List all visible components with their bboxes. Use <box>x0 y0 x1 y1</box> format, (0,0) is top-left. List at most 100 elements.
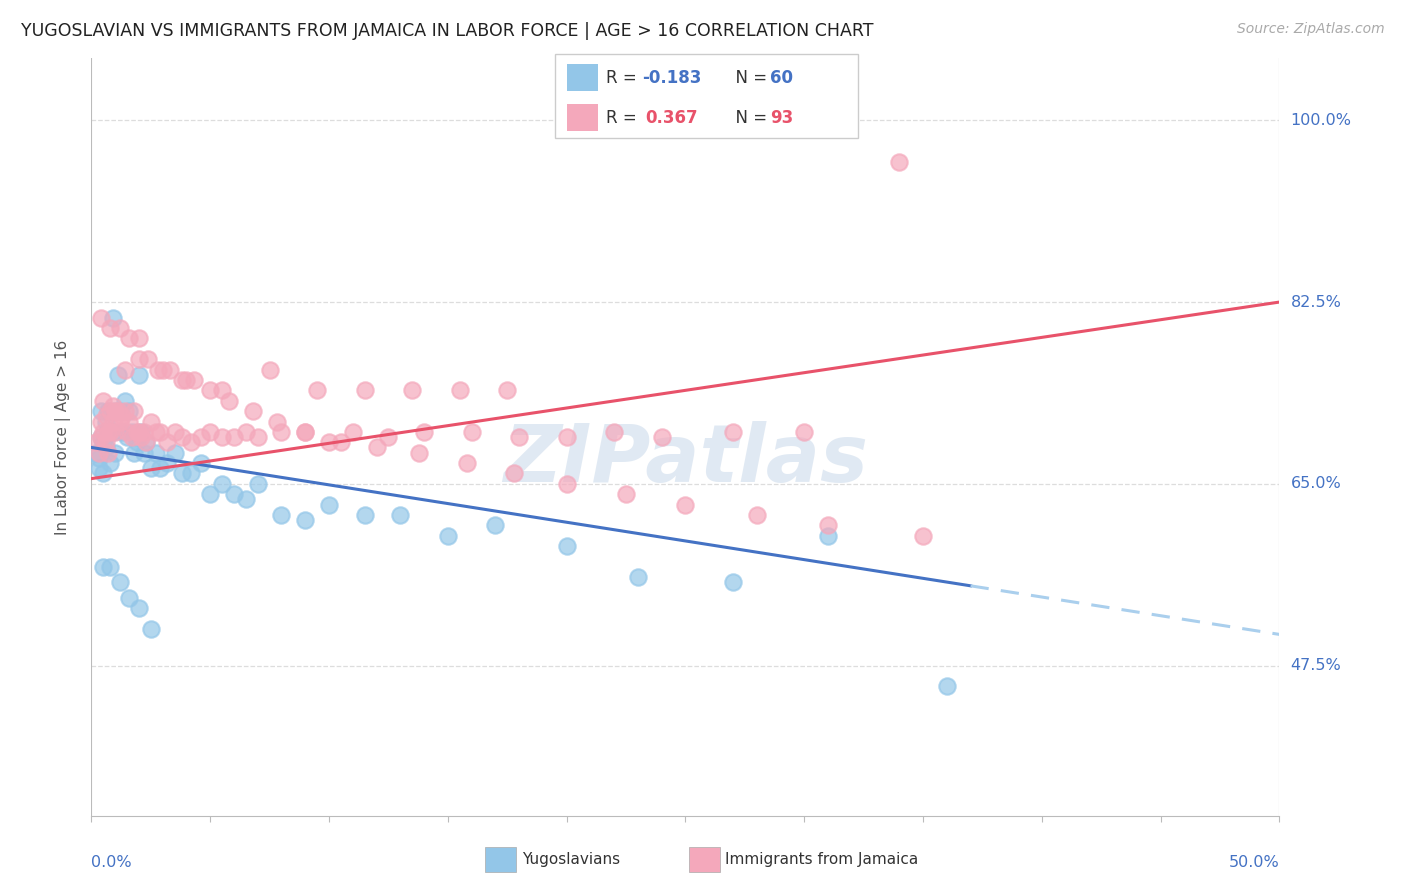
Point <box>97 404 120 418</box>
Point <box>408 445 430 459</box>
Point <box>90 404 112 418</box>
Point <box>90 430 112 444</box>
Point <box>555 476 578 491</box>
Y-axis label: In Labor Force | Age > 16: In Labor Force | Age > 16 <box>55 340 70 534</box>
Point <box>180 435 202 450</box>
Point <box>115 425 138 439</box>
Point <box>101 399 124 413</box>
Point <box>246 476 269 491</box>
Point <box>108 321 131 335</box>
Point <box>135 435 157 450</box>
Point <box>107 368 129 382</box>
Point <box>145 425 167 439</box>
Point <box>721 425 744 439</box>
Point <box>294 425 316 439</box>
Point <box>935 679 957 693</box>
Text: ZIPatlas: ZIPatlas <box>503 421 868 499</box>
Point <box>627 570 650 584</box>
Text: N =: N = <box>725 109 773 127</box>
Point <box>190 430 212 444</box>
Point <box>163 425 186 439</box>
Point <box>108 404 131 418</box>
Text: 0.367: 0.367 <box>645 109 697 127</box>
Point <box>603 425 626 439</box>
Text: YUGOSLAVIAN VS IMMIGRANTS FROM JAMAICA IN LABOR FORCE | AGE > 16 CORRELATION CHA: YUGOSLAVIAN VS IMMIGRANTS FROM JAMAICA I… <box>21 22 873 40</box>
Point <box>104 445 127 459</box>
Point <box>651 430 673 444</box>
Point <box>211 430 233 444</box>
Point <box>222 430 245 444</box>
Point <box>149 461 172 475</box>
Point <box>91 435 114 450</box>
Point <box>91 393 114 408</box>
Point <box>235 492 257 507</box>
Point <box>94 435 117 450</box>
Point <box>94 441 117 455</box>
Point <box>456 456 478 470</box>
Point <box>176 373 198 387</box>
Point <box>200 487 222 501</box>
Point <box>235 425 257 439</box>
Point <box>318 498 340 512</box>
Point <box>122 404 145 418</box>
Point <box>401 384 423 398</box>
Point <box>222 487 245 501</box>
Text: 93: 93 <box>770 109 794 127</box>
Point <box>114 393 136 408</box>
Point <box>307 384 329 398</box>
Point <box>87 445 110 459</box>
Point <box>170 373 193 387</box>
Point <box>139 415 162 429</box>
Point <box>413 425 436 439</box>
Point <box>673 498 696 512</box>
Point <box>793 425 815 439</box>
Point <box>118 331 141 345</box>
Point <box>156 435 179 450</box>
Text: N =: N = <box>725 69 773 87</box>
Point <box>156 456 179 470</box>
Point <box>145 445 167 459</box>
Point <box>91 467 114 481</box>
Text: -0.183: -0.183 <box>643 69 702 87</box>
Point <box>104 404 127 418</box>
Point <box>294 425 316 439</box>
Point <box>259 362 281 376</box>
Point <box>101 310 124 325</box>
Point <box>146 362 169 376</box>
Point <box>94 415 117 429</box>
Point <box>138 352 160 367</box>
Point <box>139 622 162 636</box>
Text: 60: 60 <box>770 69 793 87</box>
Text: R =: R = <box>606 69 643 87</box>
Point <box>114 362 136 376</box>
Point <box>159 362 181 376</box>
Point <box>508 430 530 444</box>
Point <box>101 425 124 439</box>
Point <box>721 575 744 590</box>
Point <box>503 467 526 481</box>
Point <box>242 404 264 418</box>
Text: 65.0%: 65.0% <box>1291 476 1341 491</box>
Point <box>84 445 107 459</box>
Point <box>132 445 155 459</box>
Point <box>128 425 150 439</box>
Point <box>111 425 134 439</box>
Point <box>342 425 364 439</box>
Point <box>97 445 120 459</box>
Point <box>108 575 131 590</box>
Point <box>100 321 122 335</box>
Point <box>104 425 127 439</box>
Point <box>118 591 141 605</box>
Point <box>125 425 148 439</box>
Point <box>211 384 233 398</box>
Point <box>139 461 162 475</box>
Point <box>100 425 122 439</box>
Point <box>122 445 145 459</box>
Point <box>108 415 131 429</box>
Point <box>97 425 120 439</box>
Point <box>200 425 222 439</box>
Point <box>128 331 150 345</box>
Point <box>91 560 114 574</box>
Point <box>118 404 141 418</box>
Point <box>128 352 150 367</box>
